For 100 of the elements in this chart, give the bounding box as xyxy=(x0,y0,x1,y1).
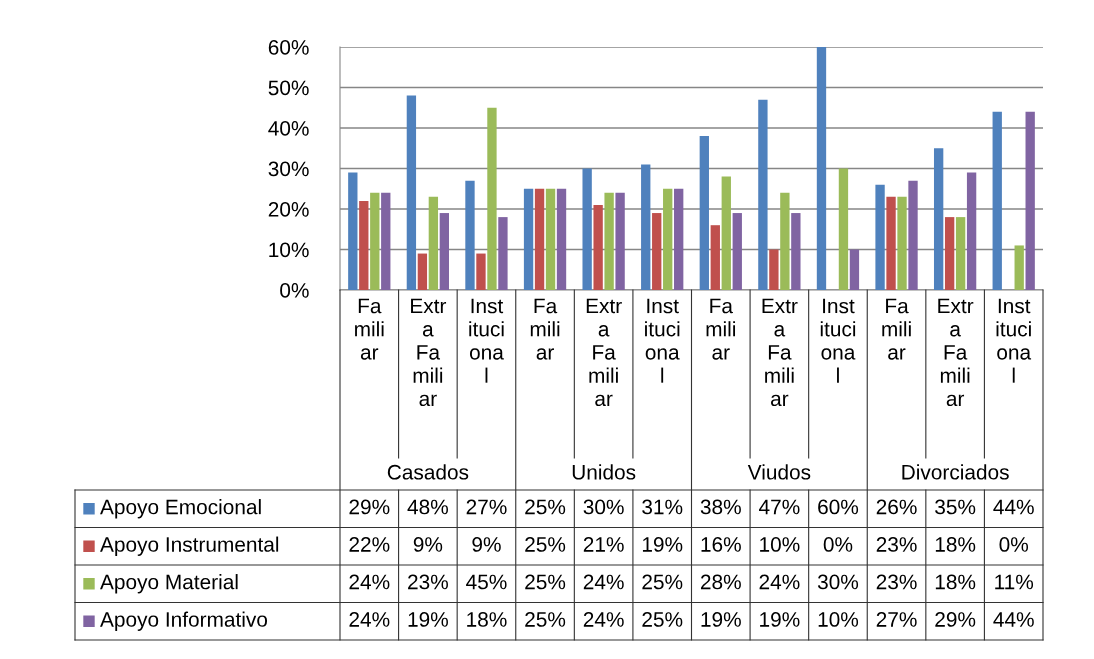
data-label: 45% xyxy=(466,574,507,590)
bar xyxy=(417,253,428,290)
bar xyxy=(849,249,860,290)
bar xyxy=(838,168,849,290)
x-tick-label: Fa mili ar xyxy=(882,298,911,360)
x-tick-label: Inst ituci ona l xyxy=(469,298,504,383)
bar xyxy=(944,217,955,290)
bar xyxy=(908,180,918,290)
data-label: 9% xyxy=(413,537,443,552)
data-label: 9% xyxy=(472,537,501,552)
bar xyxy=(604,192,614,290)
y-tick-label: 40% xyxy=(268,121,309,136)
data-label: 25% xyxy=(525,499,566,515)
bar xyxy=(465,180,475,290)
data-label: 11% xyxy=(995,574,1034,590)
x-tick-label: Fa mili ar xyxy=(355,298,384,360)
bar xyxy=(886,196,896,290)
data-label: 30% xyxy=(817,574,859,590)
bar xyxy=(593,204,603,290)
y-tick-label: 0% xyxy=(280,283,309,298)
x-tick-label: Fa mili ar xyxy=(706,298,736,360)
data-label: 31% xyxy=(642,499,683,515)
data-label: 16% xyxy=(701,537,741,552)
data-label: 21% xyxy=(583,537,624,552)
data-label: 27% xyxy=(876,612,917,627)
legend-label: Apoyo Material xyxy=(100,574,238,594)
bar xyxy=(487,107,497,290)
bar xyxy=(992,111,1002,290)
data-label: 19% xyxy=(408,612,448,627)
bar xyxy=(348,172,358,290)
data-label: 60% xyxy=(818,499,859,515)
data-label: 10% xyxy=(760,537,800,552)
x-tick-label: Inst ituci ona l xyxy=(820,298,856,383)
legend-label: Apoyo Informativo xyxy=(100,611,268,631)
bar xyxy=(769,249,779,290)
bar xyxy=(370,192,380,290)
data-label: 35% xyxy=(935,499,976,515)
data-label: 24% xyxy=(759,574,800,590)
x-tick-label: Extr a Fa mili ar xyxy=(938,298,974,407)
bar xyxy=(933,148,944,290)
y-tick-label: 60% xyxy=(268,40,309,55)
bar xyxy=(406,95,417,290)
text: Divorciados xyxy=(902,464,1009,480)
data-label: 19% xyxy=(760,612,800,627)
bar xyxy=(732,213,742,290)
data-label: 48% xyxy=(407,499,448,515)
text: Viudos xyxy=(747,464,811,480)
bar xyxy=(699,136,709,290)
data-label: 38% xyxy=(700,499,741,515)
bar xyxy=(674,188,684,290)
data-label: 0% xyxy=(823,537,853,552)
bar xyxy=(439,213,450,290)
bar xyxy=(897,196,907,290)
text: Casados xyxy=(387,464,469,480)
data-label: 44% xyxy=(993,612,1034,627)
data-label: 22% xyxy=(349,537,390,552)
legend-label: Apoyo Instrumental xyxy=(100,536,279,556)
x-tick-label: Extr a Fa mili ar xyxy=(762,298,798,407)
bar xyxy=(816,47,827,290)
data-label: 23% xyxy=(876,574,917,590)
data-label: 23% xyxy=(876,537,917,552)
bar xyxy=(615,192,625,290)
x-tick-label: Extr a Fa mili ar xyxy=(411,298,447,407)
bar xyxy=(1025,111,1035,290)
bar xyxy=(381,192,391,290)
data-label: 29% xyxy=(935,612,976,627)
bar xyxy=(534,188,545,290)
data-label: 24% xyxy=(583,612,624,627)
data-label: 25% xyxy=(525,537,566,552)
data-label: 26% xyxy=(876,499,917,515)
y-tick-label: 50% xyxy=(268,80,309,96)
data-label: 10% xyxy=(818,612,859,627)
bar xyxy=(652,213,662,290)
legend-label: Apoyo Emocional xyxy=(100,499,261,519)
bar xyxy=(523,188,534,290)
y-tick-label: 10% xyxy=(269,242,309,258)
data-label: 19% xyxy=(701,612,741,627)
x-tick-label: Inst ituci ona l xyxy=(996,298,1032,383)
data-label: 44% xyxy=(993,499,1034,515)
bar xyxy=(582,168,592,290)
bar xyxy=(721,176,731,290)
x-tick-label: Extr a Fa mili ar xyxy=(586,298,622,407)
bar xyxy=(1014,245,1024,290)
data-label: 0% xyxy=(999,537,1029,552)
bar xyxy=(498,217,508,290)
bar xyxy=(966,172,977,290)
data-label: 30% xyxy=(583,499,624,515)
data-label: 47% xyxy=(759,499,800,515)
data-label: 19% xyxy=(642,537,683,552)
data-label: 18% xyxy=(935,537,976,552)
data-label: 27% xyxy=(466,499,507,515)
x-tick-label: Fa mili ar xyxy=(530,298,560,360)
text: Unidos xyxy=(572,464,636,480)
bar xyxy=(641,164,651,290)
bar xyxy=(791,213,801,290)
bar xyxy=(663,188,673,290)
bar xyxy=(875,184,885,290)
data-label: 25% xyxy=(642,574,683,590)
data-label: 23% xyxy=(408,574,448,590)
y-tick-label: 20% xyxy=(268,202,309,217)
